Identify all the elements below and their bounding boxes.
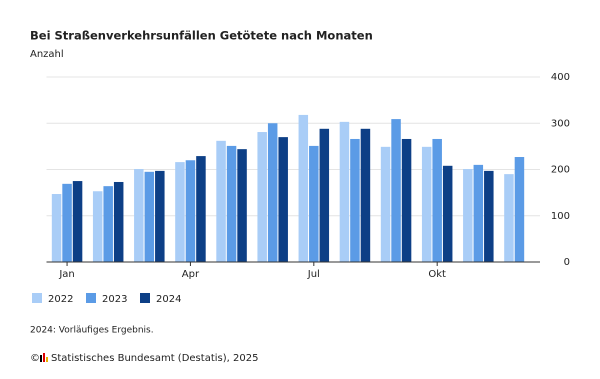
y-tick-label: 400 [551,72,570,83]
bar [267,123,278,262]
bar [226,145,237,262]
bar [92,191,103,262]
bar [216,140,226,262]
bar [504,174,514,262]
bar [113,181,124,262]
bar [360,128,371,262]
bar [103,186,113,262]
bar [309,145,319,262]
bar [442,165,453,262]
bar [514,157,525,262]
bar [278,137,288,262]
legend-swatch [86,293,96,303]
bar [257,132,267,262]
bar [484,170,494,262]
chart-title: Bei Straßenverkehrsunfällen Getötete nac… [30,29,373,43]
bar [185,160,196,262]
bar [391,119,401,263]
source: Statistisches Bundesamt (Destatis), 2025 [51,353,258,364]
y-tick-label: 300 [551,118,570,129]
logo [40,353,48,362]
bar [473,164,484,262]
copyright: © [30,353,40,364]
x-tick-label: Jul [307,269,320,280]
bar [298,114,309,262]
bar [237,149,247,262]
legend-label: 2023 [102,294,127,305]
y-tick-label: 0 [564,257,570,268]
y-tick-label: 200 [551,165,570,176]
bar [196,156,206,262]
x-tick-label: Apr [182,269,200,280]
bar [463,169,473,262]
bar [401,138,412,262]
bar [155,170,165,262]
bar [72,181,83,262]
bar [380,146,391,262]
note: 2024: Vorläufiges Ergebnis. [30,326,154,336]
bar [421,146,432,262]
x-tick-label: Jan [58,269,74,280]
bar [319,128,330,262]
bar [350,138,360,262]
bar [62,183,72,262]
bar [144,171,155,262]
bar [432,138,442,262]
legend-swatch [140,293,150,303]
bar [175,162,185,262]
bar [134,169,144,262]
x-tick-label: Okt [428,269,446,280]
y-tick-label: 100 [551,211,570,222]
bar [339,121,350,262]
bar [51,194,62,262]
chart-subtitle: Anzahl [30,49,64,60]
legend-label: 2022 [48,294,73,305]
legend-swatch [32,293,42,303]
legend-label: 2024 [156,294,181,305]
